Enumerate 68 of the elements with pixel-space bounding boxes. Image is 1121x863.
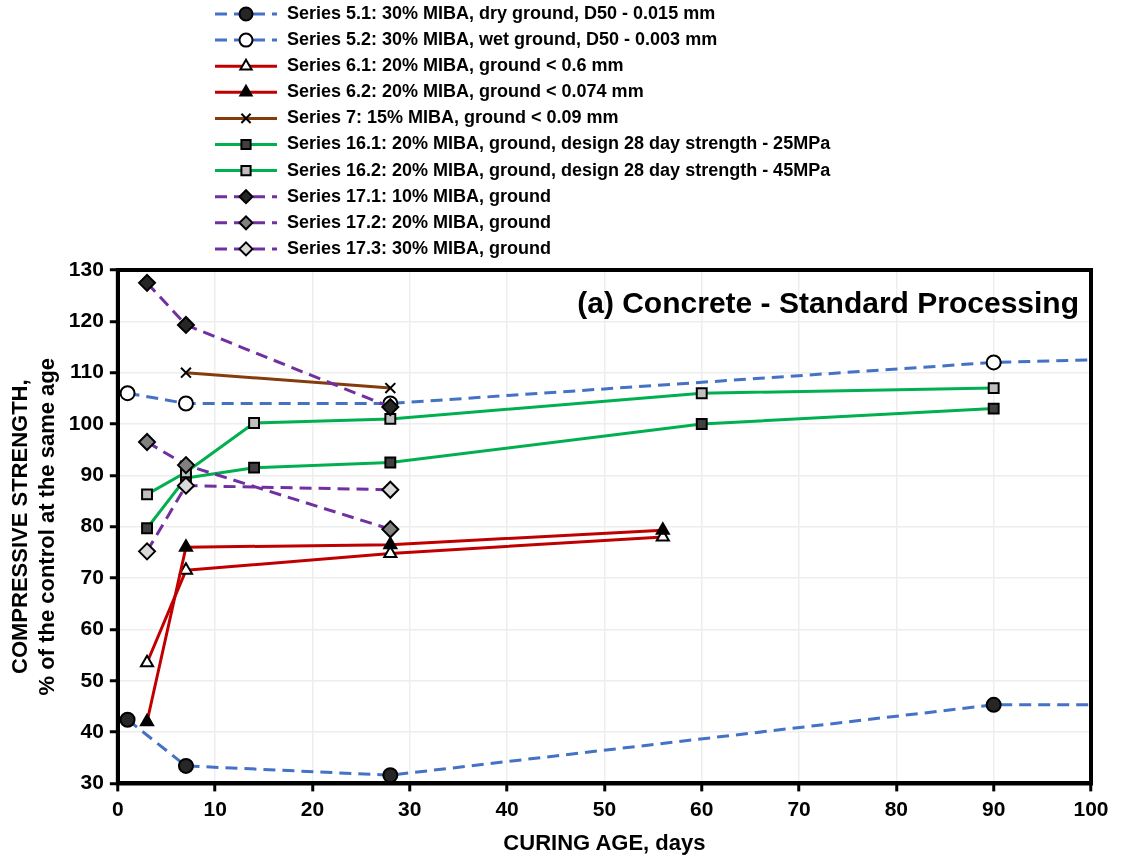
legend-label: Series 17.1: 10% MIBA, ground: [287, 185, 552, 206]
point: [176, 476, 195, 495]
x-tick-label: 70: [787, 796, 811, 820]
legend-label: Series 17.3: 30% MIBA, ground: [287, 237, 552, 258]
legend-label: Series 5.1: 30% MIBA, dry ground, D50 - 0.015 mm: [287, 2, 716, 23]
legend-label: Series 5.2: 30% MIBA, wet ground, D50 - 0.003 mm: [287, 29, 718, 50]
legend-label: Series 7: 15% MIBA, ground < 0.09 mm: [287, 107, 619, 128]
x-tick-label: 20: [300, 796, 325, 820]
point: [384, 412, 397, 425]
x-tick-label: 50: [592, 796, 617, 820]
point: [655, 522, 670, 535]
point: [177, 395, 194, 412]
y-tick-label: 110: [69, 359, 104, 383]
legend-label: Series 6.2: 20% MIBA, ground < 0.074 mm: [287, 81, 644, 102]
point: [381, 398, 400, 417]
x-tick-label: 0: [111, 796, 124, 820]
point: [119, 711, 136, 728]
x-tick-label: 80: [884, 796, 909, 820]
point: [177, 757, 194, 774]
point: [178, 539, 194, 552]
x-tick-label: 60: [690, 796, 714, 820]
point: [248, 461, 261, 474]
point: [119, 385, 136, 402]
point: [381, 520, 400, 539]
point: [139, 654, 155, 668]
point: [695, 418, 708, 430]
x-tick-label: 100: [1073, 796, 1109, 820]
point: [248, 417, 261, 429]
point: [180, 366, 192, 379]
x-tick-label: 40: [495, 796, 519, 820]
point: [985, 696, 1002, 713]
y-tick-label: 40: [80, 718, 104, 742]
y-tick-label: 70: [80, 564, 104, 588]
point: [384, 456, 397, 469]
x-tick-label: 90: [982, 796, 1006, 820]
y-tick-label: 50: [80, 667, 104, 691]
point: [141, 522, 153, 535]
point: [141, 488, 153, 501]
point: [138, 432, 157, 451]
point: [987, 402, 1000, 415]
y-tick-label: 30: [80, 770, 104, 794]
point: [985, 354, 1002, 371]
text: (a) Concrete - Standard Processing: [577, 286, 1079, 320]
x-tick-label: 30: [398, 796, 422, 820]
y-tick-label: 80: [80, 513, 104, 537]
legend-label: Series 6.1: 20% MIBA, ground < 0.6 mm: [287, 55, 624, 76]
y-tick-label: 130: [68, 256, 104, 280]
point: [384, 382, 397, 395]
legend-label: Series 16.1: 20% MIBA, ground, design 28 day strength - 25MPa: [287, 133, 832, 154]
point: [178, 562, 194, 575]
y-axis-title: COMPRESSIVE STRENGTH, % of the control at the same age: [7, 358, 59, 696]
point: [176, 315, 195, 334]
legend-label: Series 17.2: 20% MIBA, ground: [287, 211, 552, 232]
point: [695, 387, 708, 400]
point: [138, 542, 157, 561]
point: [383, 536, 398, 550]
x-tick-label: 10: [203, 796, 227, 820]
y-tick-label: 90: [80, 462, 104, 486]
point: [138, 273, 157, 292]
x-axis-title: CURING AGE, days: [503, 829, 706, 855]
point: [381, 480, 400, 499]
point: [987, 382, 1000, 395]
y-tick-label: 120: [68, 308, 104, 332]
y-tick-label: 60: [80, 616, 104, 640]
y-tick-label: 100: [68, 410, 104, 434]
point: [176, 456, 195, 475]
point: [139, 713, 155, 727]
legend-label: Series 16.2: 20% MIBA, ground, design 28 day strength - 45MPa: [287, 159, 832, 180]
